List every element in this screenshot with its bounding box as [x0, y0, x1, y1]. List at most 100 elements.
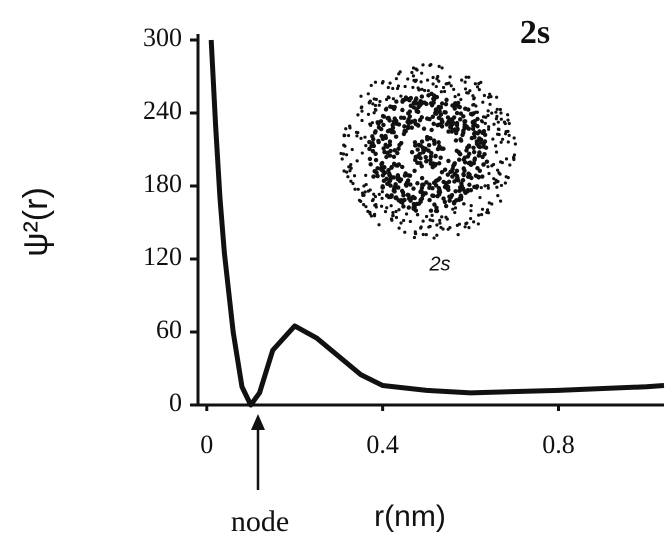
orbital-dot [491, 162, 496, 167]
orbital-dot [421, 232, 425, 237]
orbital-dot [454, 120, 460, 126]
orbital-dot [424, 101, 429, 107]
orbital-dot [419, 175, 425, 181]
orbital-dot [379, 126, 384, 132]
orbital-dot [436, 161, 442, 166]
orbital-dot [476, 222, 480, 226]
orbital-dot [439, 90, 443, 94]
orbital-dot [475, 110, 479, 114]
orbital-dot [441, 85, 446, 90]
orbital-dot [463, 87, 468, 91]
orbital-dot [396, 84, 401, 88]
orbital-dot [403, 84, 407, 89]
orbital-dot [426, 89, 430, 93]
orbital-dot [478, 140, 484, 145]
orbital-dot [396, 198, 402, 203]
orbital-dot [494, 117, 498, 121]
orbital-dot [412, 140, 418, 145]
orbital-dot [447, 198, 452, 203]
orbital-dot [352, 174, 357, 178]
orbital-dot [442, 199, 448, 205]
orbital-dot [429, 150, 434, 156]
orbital-dot [383, 210, 388, 214]
orbital-dot [451, 200, 457, 205]
y-tick-label: 120 [143, 242, 182, 271]
orbital-dot [431, 121, 436, 126]
orbital-dot [436, 189, 441, 195]
orbital-dot [447, 117, 453, 122]
orbital-dot [364, 173, 368, 177]
orbital-dot [383, 135, 389, 141]
orbital-dot [468, 89, 472, 93]
orbital-dot [359, 199, 363, 203]
orbital-dot [392, 104, 397, 110]
orbital-dot [346, 133, 351, 138]
orbital-dot [474, 104, 478, 108]
orbital-dot [363, 190, 367, 194]
orbital-dot [428, 157, 433, 163]
orbital-dot [403, 171, 408, 176]
orbital-dot [453, 210, 457, 215]
orbital-dot [402, 218, 406, 223]
orbital-dot [453, 138, 459, 143]
orbital-dot [381, 122, 386, 128]
orbital-dot [424, 214, 429, 219]
y-tick-label: 60 [156, 315, 182, 344]
orbital-dot [476, 175, 481, 180]
orbital-dot [435, 233, 439, 237]
orbital-dot [455, 175, 460, 180]
orbital-dot [443, 203, 449, 209]
orbital-dot [385, 97, 389, 102]
orbital-dot [401, 204, 406, 209]
orbital-dot [410, 70, 414, 75]
orbital-dot [387, 172, 392, 178]
orbital-dot [490, 202, 494, 206]
orbital-dot [452, 103, 457, 108]
annotation: node [231, 505, 289, 538]
orbital-dot [392, 148, 397, 153]
orbital-dot [507, 133, 511, 137]
orbital-dot [406, 77, 410, 81]
orbital-dot [385, 116, 390, 121]
orbital-dot [491, 137, 495, 141]
orbital-dot [373, 203, 377, 207]
orbital-dot [419, 94, 425, 99]
y-tick-label: 240 [143, 96, 182, 125]
orbital-dot [380, 185, 385, 190]
orbital-dot [463, 80, 467, 84]
orbital-dot [345, 170, 349, 174]
orbital-dot [415, 181, 420, 186]
orbital-dot [401, 115, 407, 121]
orbital-dot [344, 127, 348, 131]
orbital-dot [506, 118, 510, 122]
orbital-dot [411, 186, 416, 191]
orbital-dot [416, 212, 420, 217]
orbital-dot [463, 106, 468, 111]
orbital-dot [443, 102, 449, 107]
orbital-dot [433, 153, 438, 159]
orbital-dot [428, 154, 434, 159]
orbital-dot [433, 110, 438, 116]
orbital-dot [462, 189, 468, 194]
orbital-dot [452, 161, 457, 167]
orbital-dot [503, 181, 507, 185]
orbital-dot [427, 197, 432, 203]
orbital-dot [441, 196, 446, 201]
orbital-dot [398, 177, 404, 182]
orbital-dot [408, 103, 414, 108]
orbital-dot [466, 144, 472, 149]
orbital-dot [476, 153, 482, 158]
orbital-dot [409, 125, 415, 130]
orbital-dot [396, 146, 401, 151]
orbital-dot [500, 137, 505, 141]
orbital-dot [437, 79, 441, 83]
orbital-dot [454, 148, 460, 154]
orbital-dot [385, 206, 389, 210]
orbital-dot [391, 175, 396, 180]
orbital-dot [481, 128, 487, 134]
orbital-dot [479, 185, 483, 190]
orbital-dot [356, 113, 360, 117]
orbital-dot [360, 109, 364, 113]
orbital-dot [388, 148, 393, 154]
orbital-dot [374, 97, 378, 101]
